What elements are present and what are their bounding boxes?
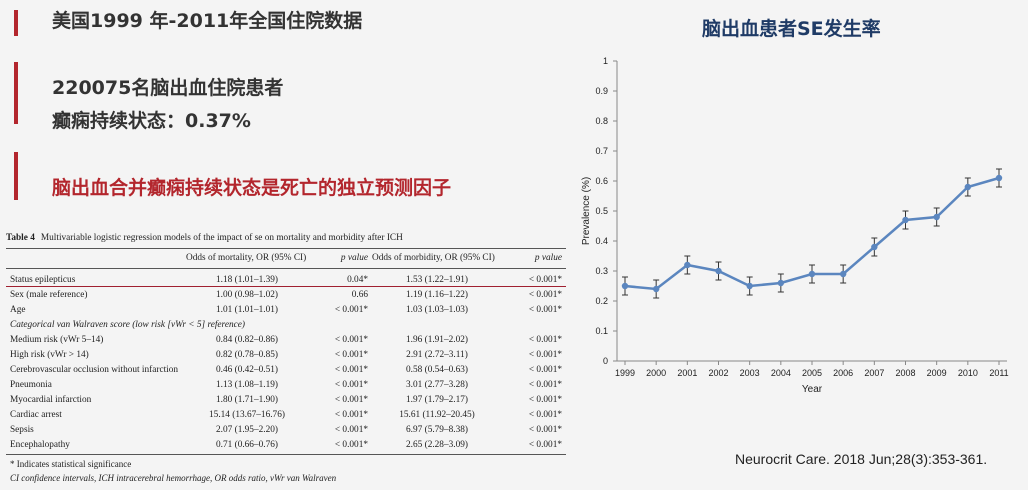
table-row: Encephalopathy 0.71 (0.66–0.76) < 0.001* 2.… <box>10 440 562 450</box>
y-tick-label: 0.9 <box>595 86 608 96</box>
table-caption-text: Multivariable logistic regression models… <box>40 233 403 243</box>
slide-heading: 美国1999 年-2011年全国住院数据 <box>52 10 363 32</box>
data-point <box>902 216 909 224</box>
x-axis-title: Year <box>802 384 823 395</box>
table-caption: Table 4 Multivariable logistic regression… <box>6 233 403 243</box>
data-point <box>839 270 847 278</box>
table-row: Cardiac arrest 15.14 (13.67–16.76) < 0.001… <box>10 410 562 420</box>
data-point <box>652 285 660 293</box>
table-footnote: * Indicates statistical significance <box>10 459 132 469</box>
highlight-underline <box>6 286 566 287</box>
x-tick-label: 2004 <box>771 368 791 378</box>
data-point <box>621 282 629 290</box>
table-row: Myocardial infarction 1.80 (1.71–1.90) < 0… <box>10 395 562 405</box>
y-tick-label: 1 <box>603 56 608 66</box>
y-tick-label: 0.8 <box>595 116 608 126</box>
accent-bar-1 <box>14 10 18 36</box>
accent-bar-2 <box>14 62 18 124</box>
data-point <box>684 261 691 269</box>
x-tick-label: 2009 <box>927 368 947 378</box>
table-footnote: CI confidence intervals, ICH intracerebr… <box>10 473 337 483</box>
table-bottom-rule <box>6 454 566 455</box>
data-point <box>777 279 785 287</box>
data-point <box>808 270 816 278</box>
table-row: Pneumonia 1.13 (1.08–1.19) < 0.001* 3.01 (2… <box>10 380 562 390</box>
y-tick-label: 0.5 <box>595 206 608 216</box>
x-tick-label: 2011 <box>989 368 1008 378</box>
x-tick-label: 2001 <box>677 368 697 378</box>
table-row: Status epilepticus 1.18 (1.01–1.39) 0.04* 1… <box>10 275 562 285</box>
table-row: High risk (vWr > 14) 0.82 (0.78–0.85) < 0.… <box>10 350 562 360</box>
table-header: Odds of morbidity, OR (95% CI) <box>372 253 495 263</box>
x-tick-label: 2005 <box>802 368 822 378</box>
y-tick-label: 0.3 <box>595 266 608 276</box>
chart-title: 脑出血患者SE发生率 <box>702 18 881 40</box>
x-tick-label: 2003 <box>740 368 760 378</box>
data-point <box>995 174 1003 182</box>
y-axis-title: Prevalence (%) <box>581 177 592 245</box>
data-point <box>964 183 972 191</box>
y-tick-label: 0.2 <box>595 296 608 306</box>
table-row: Sepsis 2.07 (1.95–2.20) < 0.001* 6.97 (5.79… <box>10 425 562 435</box>
x-tick-label: 2008 <box>895 368 915 378</box>
table-header-row: Odds of mortality, OR (95% CI) p value O… <box>6 253 566 267</box>
x-tick-label: 2007 <box>864 368 884 378</box>
table-header-rule <box>6 268 566 269</box>
conclusion-text: 脑出血合并癫痫持续状态是死亡的独立预测因子 <box>52 177 452 199</box>
table-row: Age 1.01 (1.01–1.01) < 0.001* 1.03 (1.03–1.… <box>10 305 562 315</box>
data-point <box>871 243 878 251</box>
table-row: Sex (male reference) 1.00 (0.98–1.02) 0.66… <box>10 290 562 300</box>
table-caption-label: Table 4 <box>6 233 35 243</box>
patient-count-text: 220075名脑出血住院患者 <box>52 77 284 99</box>
x-tick-label: 2000 <box>646 368 666 378</box>
y-tick-label: 0.4 <box>595 236 608 246</box>
y-tick-label: 0.1 <box>595 326 608 336</box>
prevalence-chart: 0 0.1 0.2 0.3 0.4 0.5 0.6 0.7 0.8 0.9 1 1999 2000 200… <box>581 56 1009 395</box>
table-row: Medium risk (vWr 5–14) 0.84 (0.82–0.86) < … <box>10 335 562 345</box>
data-point <box>746 282 753 290</box>
table-header: p value <box>534 253 562 263</box>
x-tick-label: 2010 <box>958 368 978 378</box>
table-row: Cerebrovascular occlusion without infarc… <box>10 365 562 375</box>
table-header: Odds of mortality, OR (95% CI) <box>186 253 307 263</box>
y-tick-label: 0.6 <box>595 176 608 186</box>
y-tick-label: 0.7 <box>595 146 608 156</box>
x-tick-label: 1999 <box>615 368 635 378</box>
x-tick-label: 2006 <box>833 368 853 378</box>
data-point <box>715 267 722 275</box>
y-tick-label: 0 <box>603 356 608 366</box>
data-point <box>933 213 940 221</box>
table-header: p value <box>340 253 368 263</box>
table-subheader: Categorical van Walraven score (low risk… <box>10 320 245 330</box>
citation: Neurocrit Care. 2018 Jun;28(3):353-361. <box>735 451 988 467</box>
accent-bar-3 <box>14 152 18 200</box>
se-rate-text: 癫痫持续状态：0.37% <box>52 110 251 132</box>
table-top-rule <box>6 248 566 249</box>
x-tick-label: 2002 <box>708 368 728 378</box>
